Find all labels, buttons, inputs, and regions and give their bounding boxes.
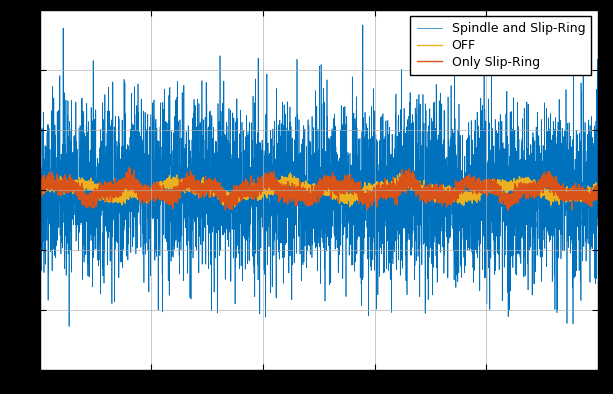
OFF (287, 171, 294, 175)
OFF (371, 186, 378, 191)
Line: Spindle and Slip-Ring: Spindle and Slip-Ring (40, 25, 598, 327)
Only Slip-Ring (504, 208, 512, 213)
Only Slip-Ring (36, 190, 44, 194)
Spindle and Slip-Ring (359, 22, 367, 27)
Spindle and Slip-Ring (66, 324, 73, 329)
Spindle and Slip-Ring (495, 122, 502, 127)
Only Slip-Ring (452, 191, 460, 196)
Legend: Spindle and Slip-Ring, OFF, Only Slip-Ring: Spindle and Slip-Ring, OFF, Only Slip-Ri… (410, 16, 592, 75)
OFF (495, 185, 502, 190)
Line: Only Slip-Ring: Only Slip-Ring (40, 167, 598, 210)
Spindle and Slip-Ring (452, 273, 460, 277)
Spindle and Slip-Ring (594, 223, 601, 228)
Only Slip-Ring (249, 182, 257, 187)
Only Slip-Ring (594, 185, 601, 190)
Only Slip-Ring (125, 165, 132, 169)
OFF (594, 188, 601, 193)
Spindle and Slip-Ring (371, 268, 378, 273)
Spindle and Slip-Ring (36, 167, 44, 171)
OFF (346, 204, 354, 209)
OFF (137, 193, 145, 198)
Spindle and Slip-Ring (137, 97, 145, 102)
Only Slip-Ring (495, 188, 502, 192)
OFF (452, 188, 460, 193)
OFF (249, 188, 257, 193)
Spindle and Slip-Ring (249, 94, 257, 98)
OFF (399, 182, 406, 186)
Line: OFF: OFF (40, 173, 598, 207)
OFF (36, 190, 44, 195)
Spindle and Slip-Ring (399, 143, 406, 148)
Only Slip-Ring (371, 185, 378, 190)
Only Slip-Ring (137, 192, 145, 197)
Only Slip-Ring (399, 189, 406, 194)
